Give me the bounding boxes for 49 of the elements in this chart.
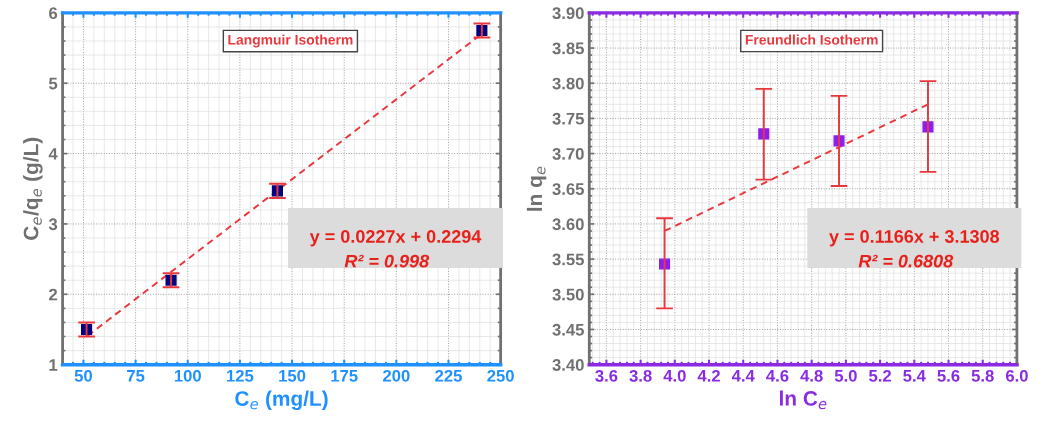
y-tick-label: 3.75 — [552, 112, 584, 125]
y-axis-title: C$_{e}$/q$_{e}$ (g/L) — [23, 137, 43, 240]
x-tick-label: 75 — [127, 370, 145, 382]
x-tick-label: 125 — [227, 369, 254, 382]
x-axis-title: C$_{e}$ (mg/L) — [235, 390, 328, 411]
x-axis-title: ln C$_{e}$ — [779, 390, 827, 410]
x-tick-label: 225 — [435, 369, 462, 382]
y-tick-label: 3.70 — [552, 147, 584, 160]
x-tick-label: 5.2 — [869, 369, 891, 382]
x-tick-label: 5.6 — [937, 369, 960, 382]
x-tick-label: 175 — [331, 370, 358, 382]
x-tick-label: 5.0 — [834, 369, 857, 382]
annotation: y = 0.0227x + 0.2294 — [309, 230, 482, 247]
y-tick-label: 3 — [48, 218, 58, 231]
x-tick-label: 3.8 — [629, 369, 652, 382]
y-tick-label: 3.80 — [552, 77, 584, 90]
y-tick-label: 3.45 — [552, 323, 584, 336]
y-axis-title: ln q$_{e}$ — [526, 166, 547, 211]
x-tick-label: 200 — [383, 369, 410, 382]
x-tick-label: 150 — [279, 369, 306, 382]
x-tick-label: 4.0 — [663, 369, 686, 382]
x-tick-label: 5.4 — [903, 370, 926, 382]
annotation: Langmuir Isotherm — [228, 34, 353, 48]
y-tick-label: 6 — [49, 7, 58, 20]
y-tick-label: 3.60 — [552, 218, 584, 231]
x-tick-label: 4.8 — [800, 369, 823, 382]
x-tick-label: 50 — [74, 369, 93, 382]
annotation: y = 0.1166x + 3.1308 — [829, 230, 1000, 247]
y-tick-label: 5 — [48, 77, 58, 90]
y-tick-label: 3.65 — [552, 183, 584, 195]
y-tick-label: 3.55 — [552, 253, 584, 266]
y-tick-label: 3.50 — [552, 288, 584, 301]
x-tick-label: 6.0 — [1005, 369, 1028, 382]
x-tick-label: 3.6 — [595, 369, 618, 382]
y-tick-label: 1 — [49, 359, 58, 371]
x-tick-label: 250 — [487, 369, 514, 382]
annotation: R² = 0.6808 — [858, 254, 954, 268]
annotation: R² = 0.998 — [344, 254, 430, 268]
x-tick-label: 4.2 — [697, 369, 720, 382]
x-tick-label: 4.6 — [766, 369, 789, 382]
y-tick-label: 3.40 — [552, 359, 584, 371]
y-tick-label: 2 — [49, 288, 58, 301]
annotation: Freundlich Isotherm — [745, 34, 878, 45]
x-tick-label: 100 — [174, 369, 201, 382]
x-tick-label: 5.8 — [971, 369, 994, 382]
y-tick-label: 4 — [48, 148, 58, 160]
x-tick-label: 4.4 — [731, 370, 755, 382]
y-tick-label: 3.90 — [552, 7, 584, 20]
y-tick-label: 3.85 — [552, 42, 584, 55]
